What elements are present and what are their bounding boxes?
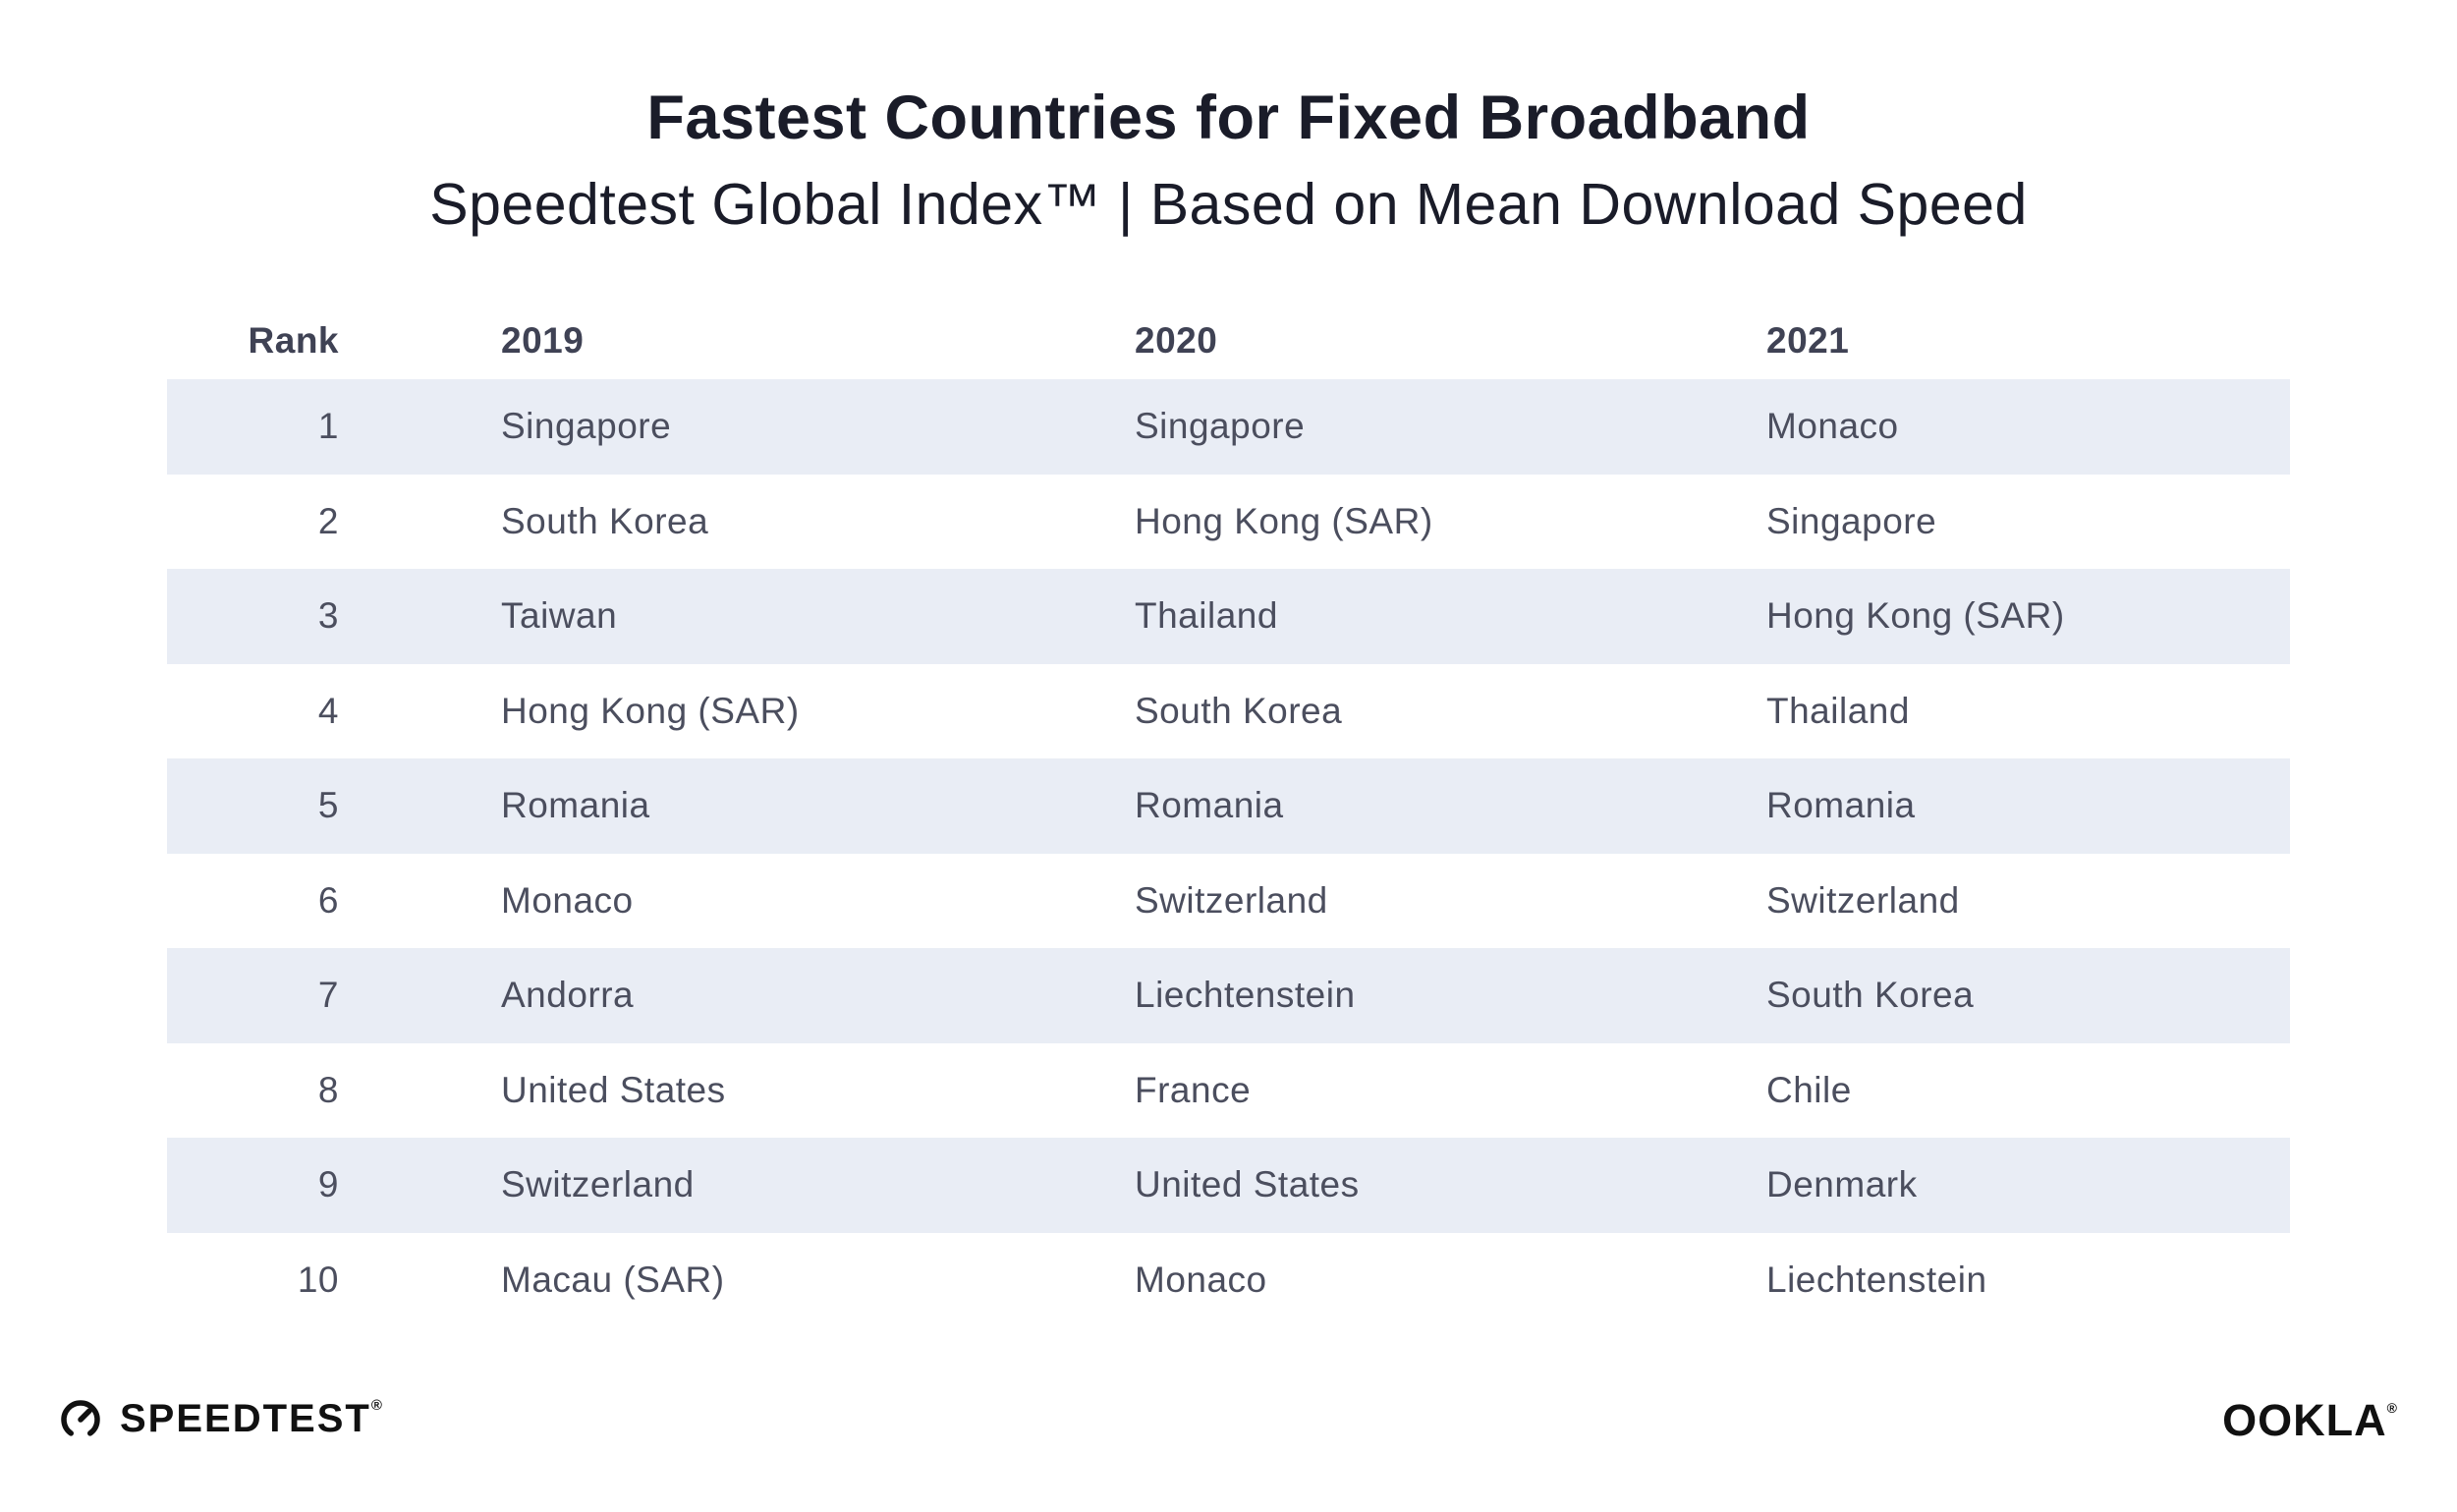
- country-cell-2020: Liechtenstein: [1135, 975, 1356, 1016]
- rank-cell: 10: [297, 1259, 339, 1300]
- table-row: 5 Romania Romania Romania: [167, 758, 2290, 854]
- ookla-logo: OOKLA ®: [2222, 1397, 2398, 1444]
- table-row: 3 Taiwan Thailand Hong Kong (SAR): [167, 569, 2290, 664]
- table-row: 8 United States France Chile: [167, 1043, 2290, 1139]
- table-row: 7 Andorra Liechtenstein South Korea: [167, 948, 2290, 1043]
- page-title: Fastest Countries for Fixed Broadband: [646, 84, 1811, 152]
- country-cell-2020: Thailand: [1135, 595, 1278, 637]
- country-cell-2021: Thailand: [1766, 690, 1910, 731]
- country-cell-2020: United States: [1135, 1164, 1360, 1205]
- country-cell-2019: United States: [501, 1069, 726, 1110]
- country-cell-2021: Monaco: [1766, 406, 1899, 447]
- country-cell-2020: Romania: [1135, 785, 1284, 826]
- country-cell-2020: Singapore: [1135, 406, 1306, 447]
- ranking-table-body: 1 Singapore Singapore Monaco 2 South Korea Hon…: [167, 379, 2290, 1327]
- rank-cell: 1: [317, 406, 339, 447]
- country-cell-2021: Chile: [1766, 1069, 1852, 1110]
- country-cell-2019: Macau (SAR): [501, 1259, 725, 1300]
- country-cell-2021: Switzerland: [1766, 879, 1960, 921]
- country-cell-2021: Singapore: [1766, 500, 1937, 541]
- country-cell-2019: Hong Kong (SAR): [501, 690, 800, 731]
- page-subtitle: Speedtest Global Index™ | Based on Mean …: [429, 172, 2028, 237]
- table-row: 2 South Korea Hong Kong (SAR) Singapore: [167, 475, 2290, 570]
- country-cell-2021: Romania: [1766, 785, 1916, 826]
- speedtest-trademark: ®: [370, 1397, 384, 1414]
- table-row: 9 Switzerland United States Denmark: [167, 1138, 2290, 1233]
- country-cell-2021: Hong Kong (SAR): [1766, 595, 2065, 637]
- rank-cell: 5: [317, 785, 339, 826]
- ranking-table: Rank 2019 2020 2021 1 Singapore Singapore M…: [167, 303, 2290, 1327]
- speedtest-logo: SPEEDTEST ®: [57, 1395, 384, 1442]
- country-cell-2021: South Korea: [1766, 975, 1975, 1016]
- country-cell-2020: South Korea: [1135, 690, 1343, 731]
- country-cell-2020: Switzerland: [1135, 879, 1328, 921]
- table-row: 6 Monaco Switzerland Switzerland: [167, 854, 2290, 949]
- country-cell-2019: South Korea: [501, 500, 709, 541]
- country-cell-2020: Monaco: [1135, 1259, 1267, 1300]
- rank-cell: 7: [317, 975, 339, 1016]
- country-cell-2019: Taiwan: [501, 595, 618, 637]
- ookla-trademark: ®: [2386, 1400, 2398, 1416]
- rank-cell: 9: [317, 1164, 339, 1205]
- table-row: 4 Hong Kong (SAR) South Korea Thailand: [167, 664, 2290, 759]
- country-cell-2021: Liechtenstein: [1766, 1259, 1987, 1300]
- speedtest-wordmark: SPEEDTEST ®: [120, 1396, 384, 1441]
- country-cell-2019: Singapore: [501, 406, 672, 447]
- country-cell-2020: Hong Kong (SAR): [1135, 500, 1433, 541]
- column-header-rank: Rank: [248, 320, 339, 361]
- rank-cell: 3: [317, 595, 339, 637]
- table-row: 10 Macau (SAR) Monaco Liechtenstein: [167, 1233, 2290, 1328]
- column-header-2021: 2021: [1766, 320, 1850, 361]
- rank-cell: 2: [317, 500, 339, 541]
- column-header-2019: 2019: [501, 320, 585, 361]
- column-header-2020: 2020: [1135, 320, 1218, 361]
- country-cell-2019: Andorra: [501, 975, 635, 1016]
- rank-cell: 6: [317, 879, 339, 921]
- rank-cell: 8: [317, 1069, 339, 1110]
- table-header-row: Rank 2019 2020 2021: [167, 303, 2290, 379]
- country-cell-2019: Switzerland: [501, 1164, 695, 1205]
- country-cell-2021: Denmark: [1766, 1164, 1918, 1205]
- speedtest-gauge-icon: [61, 1400, 100, 1436]
- ookla-wordmark-text: OOKLA: [2222, 1395, 2387, 1445]
- table-row: 1 Singapore Singapore Monaco: [167, 379, 2290, 475]
- country-cell-2019: Monaco: [501, 879, 634, 921]
- country-cell-2019: Romania: [501, 785, 650, 826]
- rank-cell: 4: [317, 690, 339, 731]
- country-cell-2020: France: [1135, 1069, 1252, 1110]
- speedtest-wordmark-text: SPEEDTEST: [120, 1397, 371, 1440]
